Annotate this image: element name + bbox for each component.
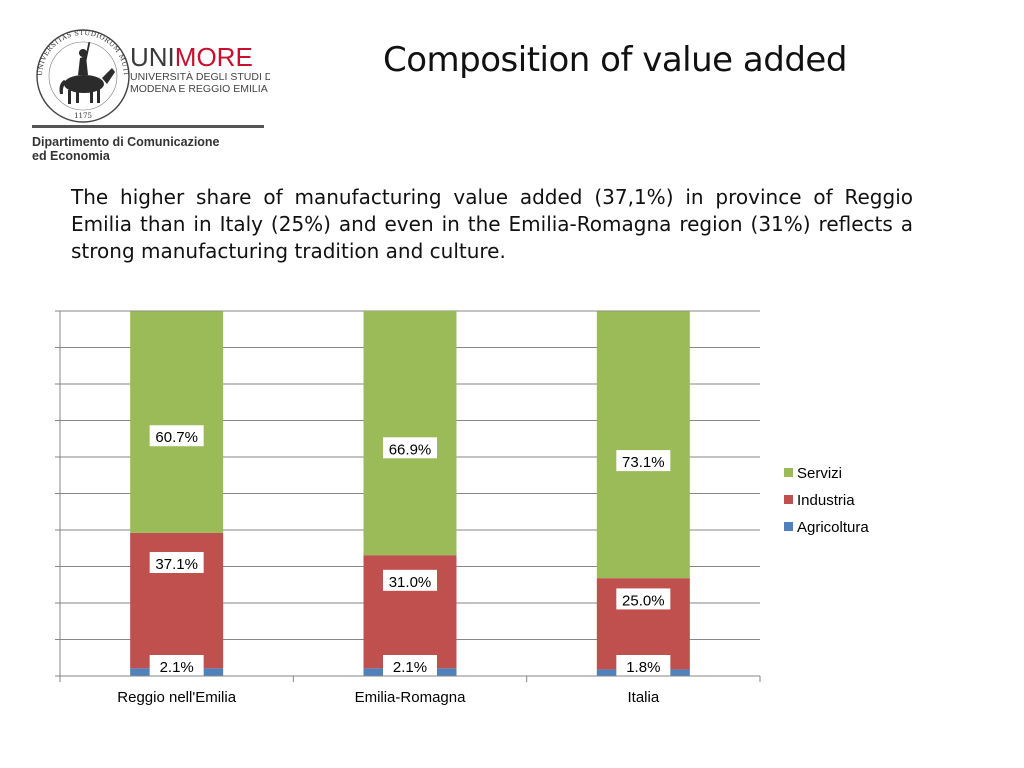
- svg-text:UNIMORE: UNIMORE: [130, 42, 253, 72]
- svg-text:60.7%: 60.7%: [155, 429, 198, 446]
- data-label-servizi-2: 73.1%: [616, 450, 671, 472]
- svg-text:37.1%: 37.1%: [155, 556, 198, 573]
- svg-text:73.1%: 73.1%: [622, 454, 665, 471]
- svg-text:66.9%: 66.9%: [389, 441, 432, 458]
- svg-text:2.1%: 2.1%: [393, 659, 427, 676]
- slide-body-text: The higher share of manufacturing value …: [71, 185, 913, 263]
- bar-servizi-1: [363, 311, 457, 556]
- legend-item-servizi: Servizi: [784, 465, 842, 482]
- x-tick-label-0: Reggio nell'Emilia: [117, 689, 236, 706]
- data-label-industria-1: 31.0%: [383, 569, 437, 591]
- data-label-agricoltura-2: 1.8%: [616, 655, 671, 676]
- department-line1: Dipartimento di Comunicazione: [32, 135, 220, 149]
- data-label-industria-2: 25.0%: [616, 588, 671, 610]
- svg-text:1175: 1175: [74, 112, 92, 120]
- bar-servizi-0: [130, 311, 224, 533]
- svg-text:2.1%: 2.1%: [160, 659, 194, 676]
- svg-text:25.0%: 25.0%: [622, 592, 665, 609]
- x-tick-label-1: Emilia-Romagna: [355, 689, 467, 706]
- legend-item-industria: Industria: [784, 492, 855, 509]
- legend-swatch: [784, 495, 793, 504]
- horse-rider-icon: [59, 42, 115, 104]
- legend-label: Servizi: [797, 465, 842, 482]
- value-added-stacked-bar-chart: 2.1% 37.1% 60.7% 2.1% 31.0% 66.9% 1.8% 25.0% 73.…: [55, 310, 869, 706]
- data-label-agricoltura-0: 2.1%: [149, 655, 204, 676]
- logo-line1: UNIVERSITÀ DEGLI STUDI DI: [130, 70, 270, 83]
- svg-text:UNIVERSITAS STUDIORUM MUTINENS: UNIVERSITAS STUDIORUM MUTINENSIS ET REGI…: [20, 14, 130, 76]
- data-label-servizi-0: 60.7%: [149, 425, 204, 447]
- department-name: Dipartimento di Comunicazione ed Economi…: [32, 135, 220, 163]
- department-divider: [32, 125, 264, 128]
- logo-brand-more: MORE: [175, 42, 253, 72]
- bar-servizi-2: [596, 311, 690, 579]
- legend-swatch: [784, 522, 793, 531]
- unimore-logo: UNIVERSITAS STUDIORUM MUTINENSIS ET REGI…: [20, 14, 270, 123]
- data-label-industria-0: 37.1%: [149, 552, 204, 574]
- department-line2: ed Economia: [32, 149, 110, 163]
- legend-label: Agricoltura: [797, 519, 869, 536]
- legend-label: Industria: [797, 492, 855, 509]
- data-label-servizi-1: 66.9%: [383, 437, 437, 459]
- logo-line2: MODENA E REGGIO EMILIA: [130, 83, 268, 95]
- legend-item-agricoltura: Agricoltura: [784, 519, 869, 536]
- logo-brand-uni: UNI: [130, 42, 175, 72]
- slide-title: Composition of value added: [383, 40, 847, 80]
- university-seal: UNIVERSITAS STUDIORUM MUTINENSIS ET REGI…: [20, 14, 130, 123]
- data-label-agricoltura-1: 2.1%: [383, 655, 437, 676]
- x-tick-label-2: Italia: [627, 689, 659, 706]
- svg-text:31.0%: 31.0%: [389, 574, 432, 591]
- svg-text:1.8%: 1.8%: [626, 659, 660, 676]
- legend-swatch: [784, 468, 793, 477]
